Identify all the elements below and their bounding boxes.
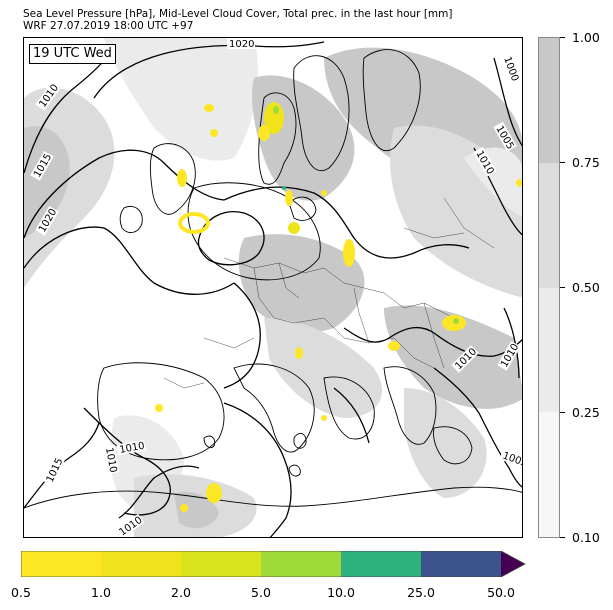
map-subtitle: WRF 27.07.2019 18:00 UTC +97 <box>23 20 194 32</box>
map-canvas: 1020 1010 1015 1020 1000 1005 1010 1010 … <box>24 38 522 537</box>
prec-tick-label: 50.0 <box>487 585 515 600</box>
isobar-label: 1020 <box>229 39 254 50</box>
cbar-tick-label: 0.10 <box>572 530 600 545</box>
cbar-tick <box>560 287 565 288</box>
cbar-tick-label: 0.50 <box>572 280 600 295</box>
prec-segment <box>101 551 181 577</box>
cloud-cover-shading <box>24 38 522 537</box>
precipitation-blobs <box>155 102 522 512</box>
prec-segment <box>421 551 501 577</box>
cbar-tick <box>560 37 565 38</box>
cbar-segment <box>539 162 559 288</box>
weather-map: 1020 1010 1015 1020 1000 1005 1010 1010 … <box>23 37 523 538</box>
prec-segment <box>21 551 101 577</box>
prec-extend-arrow <box>501 551 525 577</box>
cbar-tick-label: 0.75 <box>572 155 600 170</box>
isobars <box>24 41 522 537</box>
time-label: 19 UTC Wed <box>29 44 116 64</box>
isobar-label: 1010 <box>119 441 146 456</box>
country-borders <box>163 197 495 389</box>
prec-tick-label: 0.5 <box>11 585 31 600</box>
map-title: Sea Level Pressure [hPa], Mid-Level Clou… <box>23 8 453 20</box>
cbar-tick <box>560 537 565 538</box>
isobar-label: 1010 <box>103 447 118 474</box>
cbar-segment <box>539 412 559 537</box>
cbar-tick-label: 0.25 <box>572 405 600 420</box>
prec-tick-label: 5.0 <box>251 585 271 600</box>
coastlines <box>24 49 522 509</box>
precipitation-colorbar <box>21 551 526 577</box>
prec-tick-label: 10.0 <box>327 585 355 600</box>
prec-tick-label: 2.0 <box>171 585 191 600</box>
cbar-tick <box>560 162 565 163</box>
cbar-tick <box>560 412 565 413</box>
prec-tick-label: 25.0 <box>407 585 435 600</box>
cbar-segment <box>539 287 559 413</box>
cbar-tick-label: 1.00 <box>572 30 600 45</box>
prec-segment <box>341 551 421 577</box>
prec-segment <box>181 551 261 577</box>
prec-segment <box>261 551 341 577</box>
prec-tick-label: 1.0 <box>91 585 111 600</box>
cbar-segment <box>539 38 559 163</box>
cloud-cover-colorbar <box>538 37 560 538</box>
